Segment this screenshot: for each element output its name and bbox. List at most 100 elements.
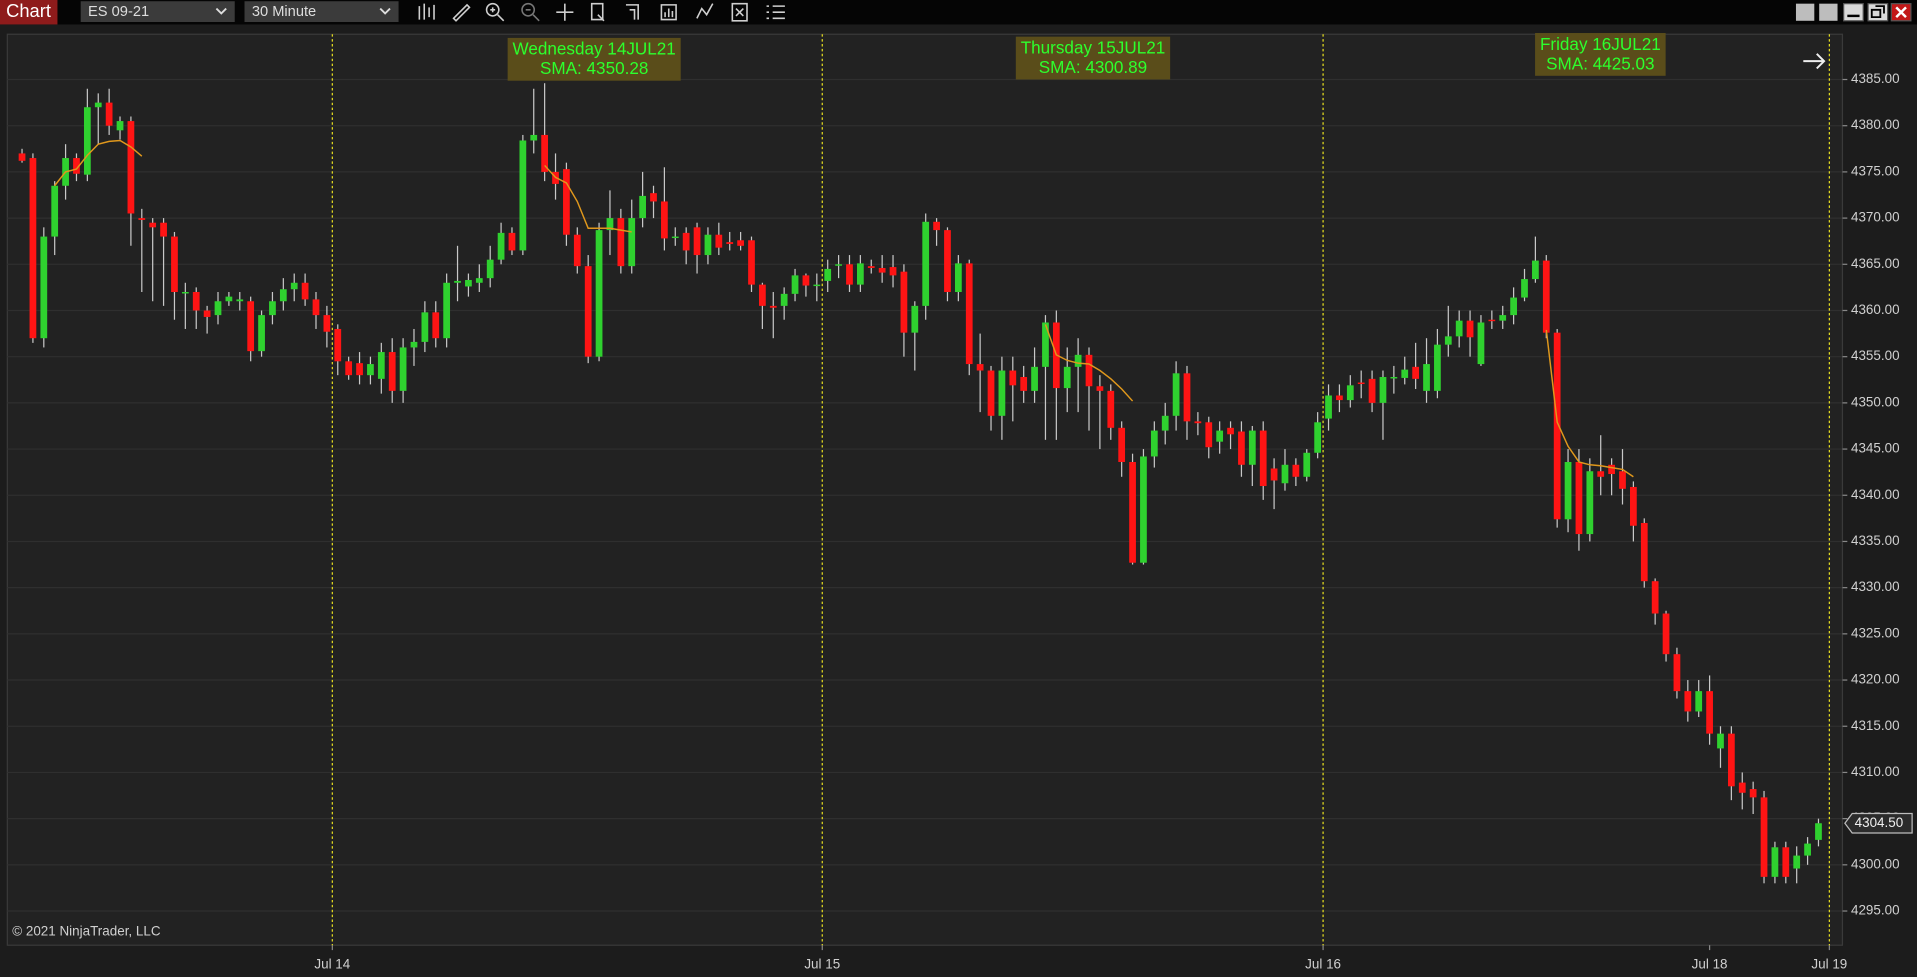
y-tick-label: 4295.00 — [1851, 903, 1900, 918]
window-button[interactable] — [1819, 3, 1838, 21]
candle-body — [1216, 430, 1224, 442]
minimize-button[interactable] — [1843, 3, 1864, 22]
candle-body — [824, 268, 832, 281]
candle-body — [73, 158, 80, 174]
candle-body — [1597, 471, 1605, 477]
candle-body — [1793, 855, 1801, 869]
candle-body — [1760, 797, 1768, 877]
candle-body — [399, 347, 407, 391]
last-price-label: 4304.50 — [1855, 815, 1904, 830]
y-tick-label: 4310.00 — [1851, 764, 1900, 779]
candle-body — [1227, 427, 1234, 435]
candle-body — [1510, 297, 1517, 316]
candle-body — [367, 364, 374, 376]
properties-icon[interactable] — [731, 2, 748, 22]
toolbar-icons — [418, 2, 785, 22]
annotation-bg — [1535, 33, 1666, 76]
x-tick-label: Jul 14 — [314, 956, 350, 971]
candle-body — [769, 305, 777, 308]
candle-body — [1455, 320, 1463, 337]
candle-body — [225, 296, 233, 302]
candle-body — [18, 153, 26, 161]
instrument-select[interactable] — [80, 1, 235, 23]
bars-icon[interactable] — [418, 3, 435, 20]
candle-body — [563, 169, 570, 235]
candle-body — [1575, 462, 1583, 535]
candle-body — [1749, 789, 1757, 798]
candle-body — [1706, 691, 1713, 734]
y-tick-label: 4375.00 — [1851, 163, 1900, 178]
candle-body — [454, 280, 461, 283]
labels: 4295.004300.004305.004310.004315.004320.… — [314, 33, 1913, 971]
candle-body — [465, 279, 472, 287]
candle-body — [835, 264, 842, 266]
candle-body — [432, 312, 440, 339]
candle-body — [1771, 847, 1779, 877]
zoom-in-icon[interactable] — [485, 2, 500, 17]
candle-body — [671, 236, 679, 239]
candle-body — [1368, 378, 1376, 403]
candle-body — [1346, 385, 1354, 401]
candle-body — [1259, 430, 1267, 487]
sma-line — [1545, 329, 1634, 478]
candle-body — [388, 352, 396, 391]
candle-body — [258, 315, 265, 352]
candle-body — [1444, 336, 1452, 345]
data-box-icon[interactable] — [590, 2, 605, 22]
y-tick-label: 4365.00 — [1851, 256, 1900, 271]
candle-body — [1815, 823, 1822, 840]
interval-select[interactable] — [244, 1, 399, 23]
candle-body — [105, 102, 113, 126]
instrument-label[interactable]: ES 09-21 — [88, 4, 149, 20]
candle-body — [595, 230, 603, 357]
zoom-out-icon[interactable] — [521, 2, 536, 17]
indicators-icon[interactable] — [660, 4, 677, 21]
candle-body — [138, 218, 146, 220]
candle-body — [1281, 464, 1289, 484]
x-tick-label: Jul 16 — [1305, 956, 1341, 971]
candle-body — [1782, 847, 1790, 877]
candle-body — [1619, 471, 1626, 489]
candle-body — [1118, 427, 1126, 463]
crosshair-icon[interactable] — [556, 3, 574, 21]
candle-body — [301, 282, 309, 300]
x-tick-label: Jul 15 — [804, 956, 840, 971]
y-tick-label: 4320.00 — [1851, 672, 1900, 687]
interval-label[interactable]: 30 Minute — [252, 4, 316, 20]
candle-body — [1521, 279, 1528, 298]
draw-icon[interactable] — [452, 3, 471, 22]
candle-body — [541, 134, 549, 172]
candle-body — [639, 195, 646, 219]
candle-body — [1542, 260, 1550, 333]
candle-body — [1009, 370, 1017, 386]
candle-body — [998, 370, 1006, 416]
strategies-icon[interactable] — [696, 3, 714, 19]
candle-body — [160, 222, 167, 237]
templates-icon[interactable] — [625, 4, 639, 20]
candle-body — [944, 230, 951, 293]
annotation-bg — [1015, 36, 1171, 80]
candle-body — [1107, 390, 1115, 428]
candle-body — [486, 259, 494, 279]
chart-tab-label[interactable]: Chart — [6, 0, 51, 21]
chart-tab[interactable] — [0, 0, 58, 25]
candle-body — [1129, 462, 1136, 563]
candle-body — [1020, 377, 1028, 391]
annotation-text: Friday 16JUL21 — [1540, 35, 1661, 54]
y-tick-label: 4330.00 — [1851, 579, 1900, 594]
scroll-arrow[interactable] — [1803, 53, 1826, 70]
candle-body — [1466, 320, 1474, 338]
y-tick-label: 4370.00 — [1851, 210, 1900, 225]
candle-body — [1608, 464, 1615, 475]
y-tick-label: 4385.00 — [1851, 71, 1900, 86]
candle-body — [965, 263, 973, 365]
menu-icon[interactable] — [766, 5, 785, 20]
candle-body — [693, 227, 701, 256]
window-button[interactable] — [1795, 3, 1815, 21]
y-tick-label: 4315.00 — [1851, 718, 1900, 733]
candle-body — [149, 222, 157, 228]
candle-body — [236, 299, 244, 302]
